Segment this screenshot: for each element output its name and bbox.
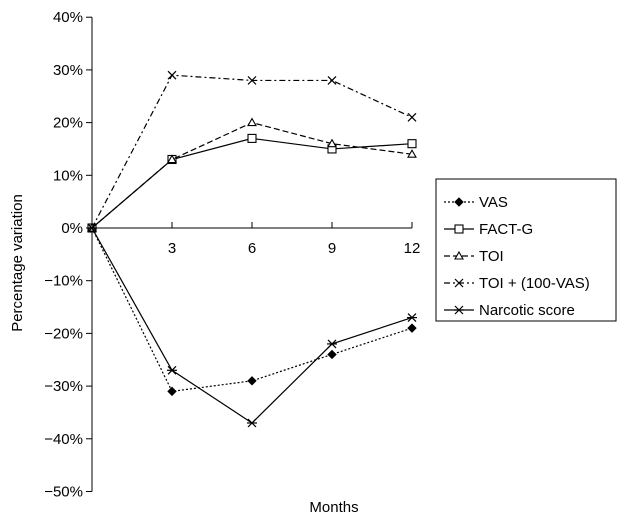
legend-item: TOI xyxy=(444,248,504,265)
x-tick-label: 6 xyxy=(248,240,256,257)
x-tick-label: 12 xyxy=(404,240,421,257)
x-marker-stroke xyxy=(327,76,337,85)
y-tick-label: 30% xyxy=(53,62,83,79)
x-marker xyxy=(454,278,464,288)
legend-label: VAS xyxy=(479,194,508,211)
legend-item: Narcotic score xyxy=(444,302,575,319)
diamond-marker xyxy=(327,349,337,360)
y-tick-label: 0% xyxy=(61,220,83,237)
series-toi-100-vas xyxy=(87,70,417,233)
x-marker xyxy=(167,70,177,80)
diamond-marker xyxy=(407,323,417,333)
y-axis: 40% 30% 20% 10% 0% −10% −20% −30% −40% −50% xyxy=(44,9,93,501)
square-marker xyxy=(247,133,257,143)
x-marker-stroke xyxy=(454,278,464,288)
diamond-marker xyxy=(167,386,177,397)
triangle-marker xyxy=(167,154,177,164)
x-marker xyxy=(247,76,257,85)
square-marker xyxy=(454,224,464,234)
y-tick-label: −10% xyxy=(44,273,83,290)
asterisk-marker xyxy=(407,313,417,323)
y-tick-label: −20% xyxy=(44,325,83,342)
x-marker-stroke xyxy=(407,112,417,122)
y-tick-label: 10% xyxy=(53,167,83,184)
legend-item: TOI + (100-VAS) xyxy=(444,275,590,292)
legend-label: TOI xyxy=(479,248,504,265)
asterisk-marker xyxy=(454,305,464,315)
square-marker xyxy=(407,139,417,149)
triangle-marker xyxy=(454,250,464,260)
series-line xyxy=(91,227,413,393)
legend-label: TOI + (100-VAS) xyxy=(479,275,590,292)
triangle-marker xyxy=(407,149,417,158)
y-tick-label: −50% xyxy=(44,484,83,501)
diamond-marker xyxy=(454,197,464,207)
x-axis-title: Months xyxy=(309,499,358,516)
y-axis-title: Percentage variation xyxy=(9,194,26,332)
legend-item: VAS xyxy=(444,194,508,211)
series-fact-g xyxy=(87,133,417,233)
asterisk-marker xyxy=(327,339,337,349)
x-tick-label: 9 xyxy=(328,240,336,257)
legend: VAS FACT-G TOI TOI + (100-VAS) Narcotic scor… xyxy=(435,178,617,322)
y-tick-label: −40% xyxy=(44,431,83,448)
x-marker xyxy=(327,76,337,85)
x-marker-stroke xyxy=(167,70,177,80)
diamond-marker xyxy=(247,376,257,386)
x-tick-label: 3 xyxy=(168,240,176,257)
x-axis: 3 6 9 12 xyxy=(92,222,420,257)
y-tick-label: 20% xyxy=(53,115,83,132)
legend-box xyxy=(435,178,617,322)
series-narcotic-score xyxy=(87,223,417,428)
x-marker-stroke xyxy=(247,76,257,85)
legend-item: FACT-G xyxy=(444,221,533,238)
asterisk-marker xyxy=(167,365,177,375)
asterisk-marker xyxy=(247,418,257,428)
triangle-marker xyxy=(247,117,257,127)
series-layer xyxy=(87,70,417,428)
y-tick-label: −30% xyxy=(44,378,83,395)
legend-label: FACT-G xyxy=(479,221,533,238)
series-line xyxy=(91,74,413,229)
triangle-marker xyxy=(327,138,337,148)
series-line xyxy=(91,137,413,229)
asterisk-marker xyxy=(87,223,97,233)
legend-label: Narcotic score xyxy=(479,302,575,319)
y-tick-label: 40% xyxy=(53,9,83,26)
x-marker xyxy=(407,112,417,122)
